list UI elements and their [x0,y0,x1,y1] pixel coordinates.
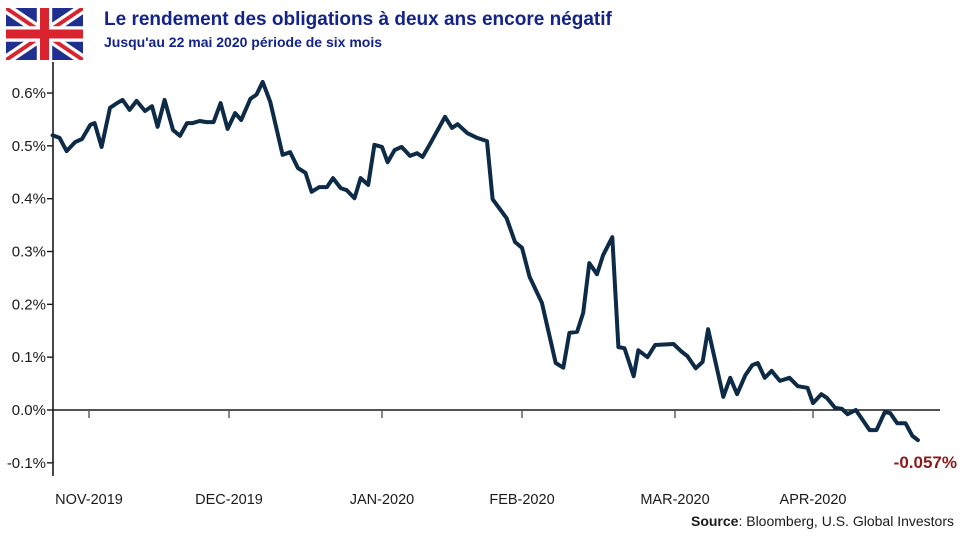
source-note: Source: Bloomberg, U.S. Global Investors [691,513,954,529]
y-tick-label: -0.1% [7,455,46,472]
source-text: : Bloomberg, U.S. Global Investors [738,513,954,529]
x-tick-label: JAN-2020 [350,492,414,508]
x-tick-label: DEC-2019 [195,492,263,508]
y-tick-label: 0.6% [12,85,46,102]
ticks: 0.6% 0.5% 0.4% 0.3% 0.2% 0.1% 0.0% -0.1% NOV-201… [7,85,847,508]
series [50,79,920,443]
chart-subtitle: Jusqu'au 22 mai 2020 période de six mois [104,34,383,50]
chart-title: Le rendement des obligations à deux ans … [104,9,612,30]
y-tick-label: 0.3% [12,244,46,261]
series-line [50,79,920,443]
axes [52,62,940,476]
source-label: Source [690,513,739,529]
x-tick-label: MAR-2020 [640,492,709,508]
y-tick-label: 0.1% [12,349,46,366]
y-tick-label: 0.0% [12,402,46,419]
x-tick-label: NOV-2019 [55,492,123,508]
uk-flag-icon [6,8,83,60]
end-value-label: -0.057% [894,453,957,472]
y-tick-label: 0.4% [12,191,46,208]
x-tick-label: FEB-2020 [489,492,554,508]
x-tick-label: APR-2020 [780,492,847,508]
y-tick-label: 0.5% [12,138,46,155]
y-tick-label: 0.2% [12,296,46,313]
